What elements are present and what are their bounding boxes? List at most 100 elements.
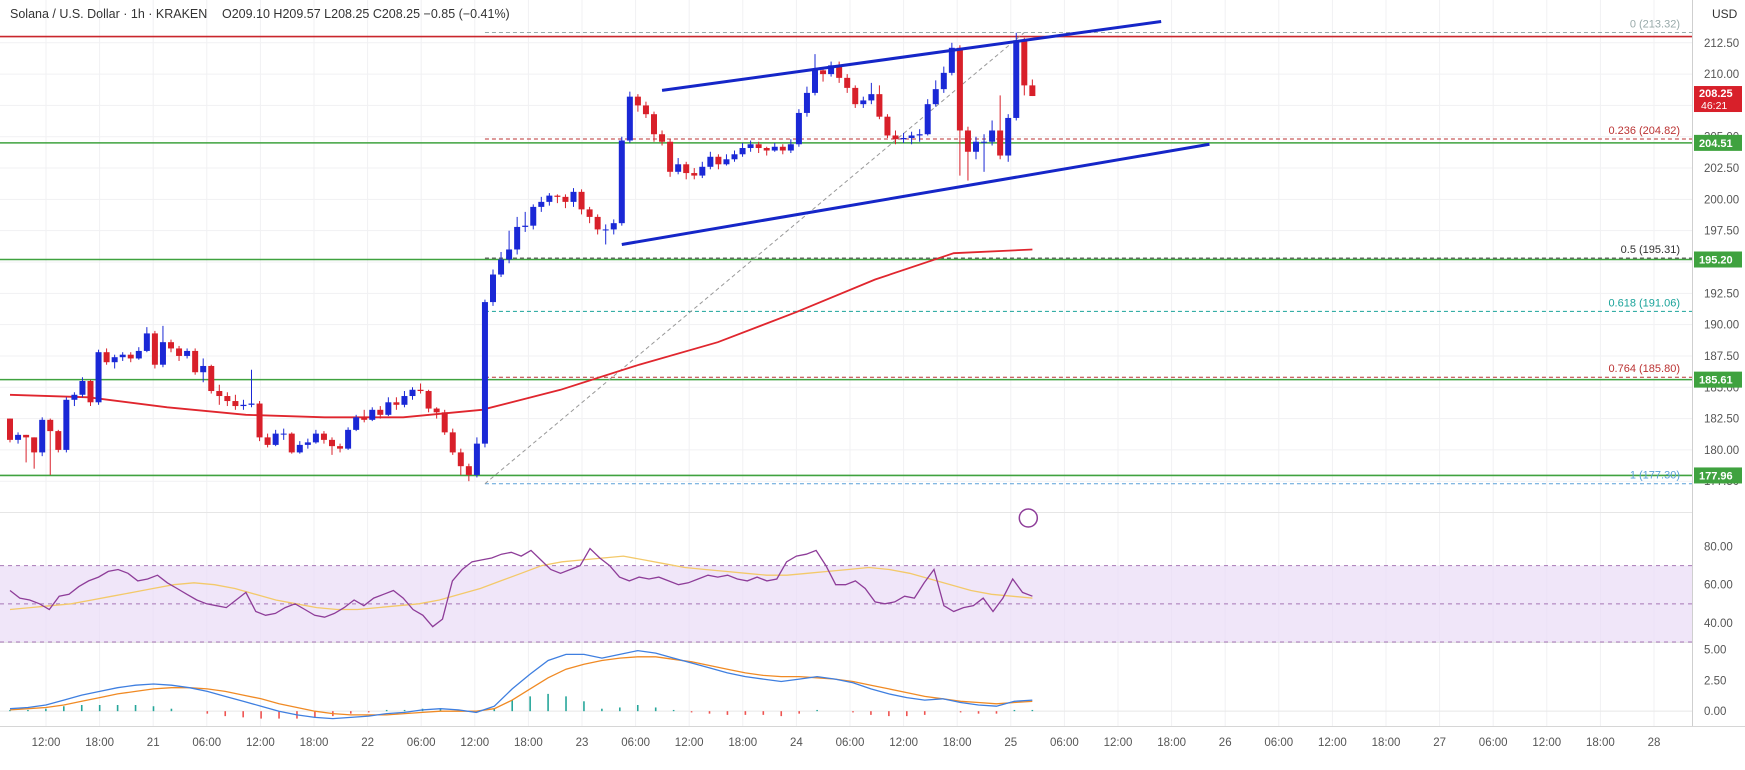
currency-label: USD [1712,7,1738,21]
time-tick-label: 12:00 [889,737,918,749]
candle-body [312,433,319,443]
candle-body [916,134,923,136]
candle-body [803,92,810,113]
fib-level-label: 0.764 (185.80) [1608,363,1680,375]
candle-body [562,196,569,202]
candle-body [530,206,537,226]
price-tick-label: 187.50 [1704,351,1739,363]
fib-level-label: 0.5 (195.31) [1621,244,1680,256]
time-tick-label: 12:00 [1104,737,1133,749]
time-tick-label: 24 [790,737,803,749]
support-level-tag [1694,251,1742,268]
candle-body [393,402,400,405]
candle-body [23,434,30,438]
candle-body [715,156,722,165]
candle-body [498,259,505,275]
price-tick-label: 212.50 [1704,38,1739,50]
time-tick-label: 28 [1648,737,1661,749]
time-axis[interactable]: 12:00 18:00 21 06:00 12:00 18:00 22 06:00 12:00 1… [32,737,1661,749]
candle-body [691,173,698,176]
price-tick-label: 182.50 [1704,414,1739,426]
candle-body [296,444,303,453]
candle-body [465,466,472,475]
candle-body [31,437,38,453]
candle-body [787,144,794,151]
candle-body [63,399,70,450]
channel-upper-line[interactable] [661,20,1162,92]
candle-body [15,434,22,440]
candle-body [812,70,818,93]
candle-body [981,141,988,143]
support-level-tag [1694,467,1742,484]
time-tick-label: 26 [1219,737,1232,749]
last-price-label: 208.25 [1699,88,1733,100]
candle-body [570,191,577,202]
candle-body [1021,40,1028,86]
panel-divider [0,726,1745,727]
fib-level-label: 1 (177.30) [1630,470,1680,482]
candle-body [168,342,174,349]
candle-body [820,70,827,75]
price-tick-label: 190.00 [1704,320,1739,332]
moving-average-line [9,248,1033,419]
candle-body [216,391,223,397]
time-tick-label: 18:00 [1157,737,1186,749]
price-tick-label: 202.50 [1704,163,1739,175]
bar-countdown-label: 46:21 [1701,100,1727,112]
candle-body [610,223,617,230]
candle-body [1005,117,1012,156]
candle-body [264,437,271,445]
candle-body [989,130,996,142]
panels [0,0,1745,727]
candle-body [345,429,352,449]
candle-body [441,412,448,433]
time-tick-label: 18:00 [514,737,543,749]
candle-body [659,134,666,142]
candle-body [618,140,625,224]
time-tick-label: 06:00 [1264,737,1293,749]
candle-body [956,47,963,131]
support-level-tag [1694,371,1742,388]
candle-body [836,65,843,78]
candle-body [844,77,851,88]
macd-signal-line [9,656,1033,716]
candle-body [473,443,480,475]
candle-body [248,403,255,405]
candle-body [377,409,384,415]
candle-body [135,350,142,359]
candle-body [481,302,488,444]
candle-body [739,148,746,155]
time-tick-label: 18:00 [1586,737,1615,749]
candle-body [304,442,311,445]
candle-body [506,249,513,260]
price-axis[interactable]: 212.50210.00207.50205.00202.50200.00197.… [1694,38,1742,718]
candle-body [771,146,778,151]
price-tick-label: 180.00 [1704,445,1739,457]
candle-body [192,350,199,373]
candle-body [208,365,215,392]
support-level-tag-label: 177.96 [1699,470,1733,482]
candle-body [546,195,553,202]
candle-body [852,87,859,105]
candle-body [747,144,754,149]
candle-body [353,417,360,430]
rsi-tick-label: 40.00 [1704,618,1733,630]
candle-body [433,408,440,413]
candle-body [634,96,641,106]
last-price-tag [1694,86,1742,113]
fib-level-label: 0 (213.32) [1630,19,1680,31]
panel-divider [0,642,1692,643]
candle-body [79,381,86,395]
time-tick-label: 06:00 [1479,737,1508,749]
price-tick-label: 210.00 [1704,69,1739,81]
candle-body [369,409,376,420]
candle-body [337,446,344,449]
channel-lower-line[interactable] [621,142,1210,246]
candle-body [176,348,183,356]
marks: 0 (213.32) 0.236 (204.82) 0.5 (195.31) 0.61… [0,19,1692,720]
candle-body [95,352,102,403]
candle-body [288,433,295,453]
event-marker-icon[interactable] [1018,508,1039,528]
candle-body [39,419,46,453]
